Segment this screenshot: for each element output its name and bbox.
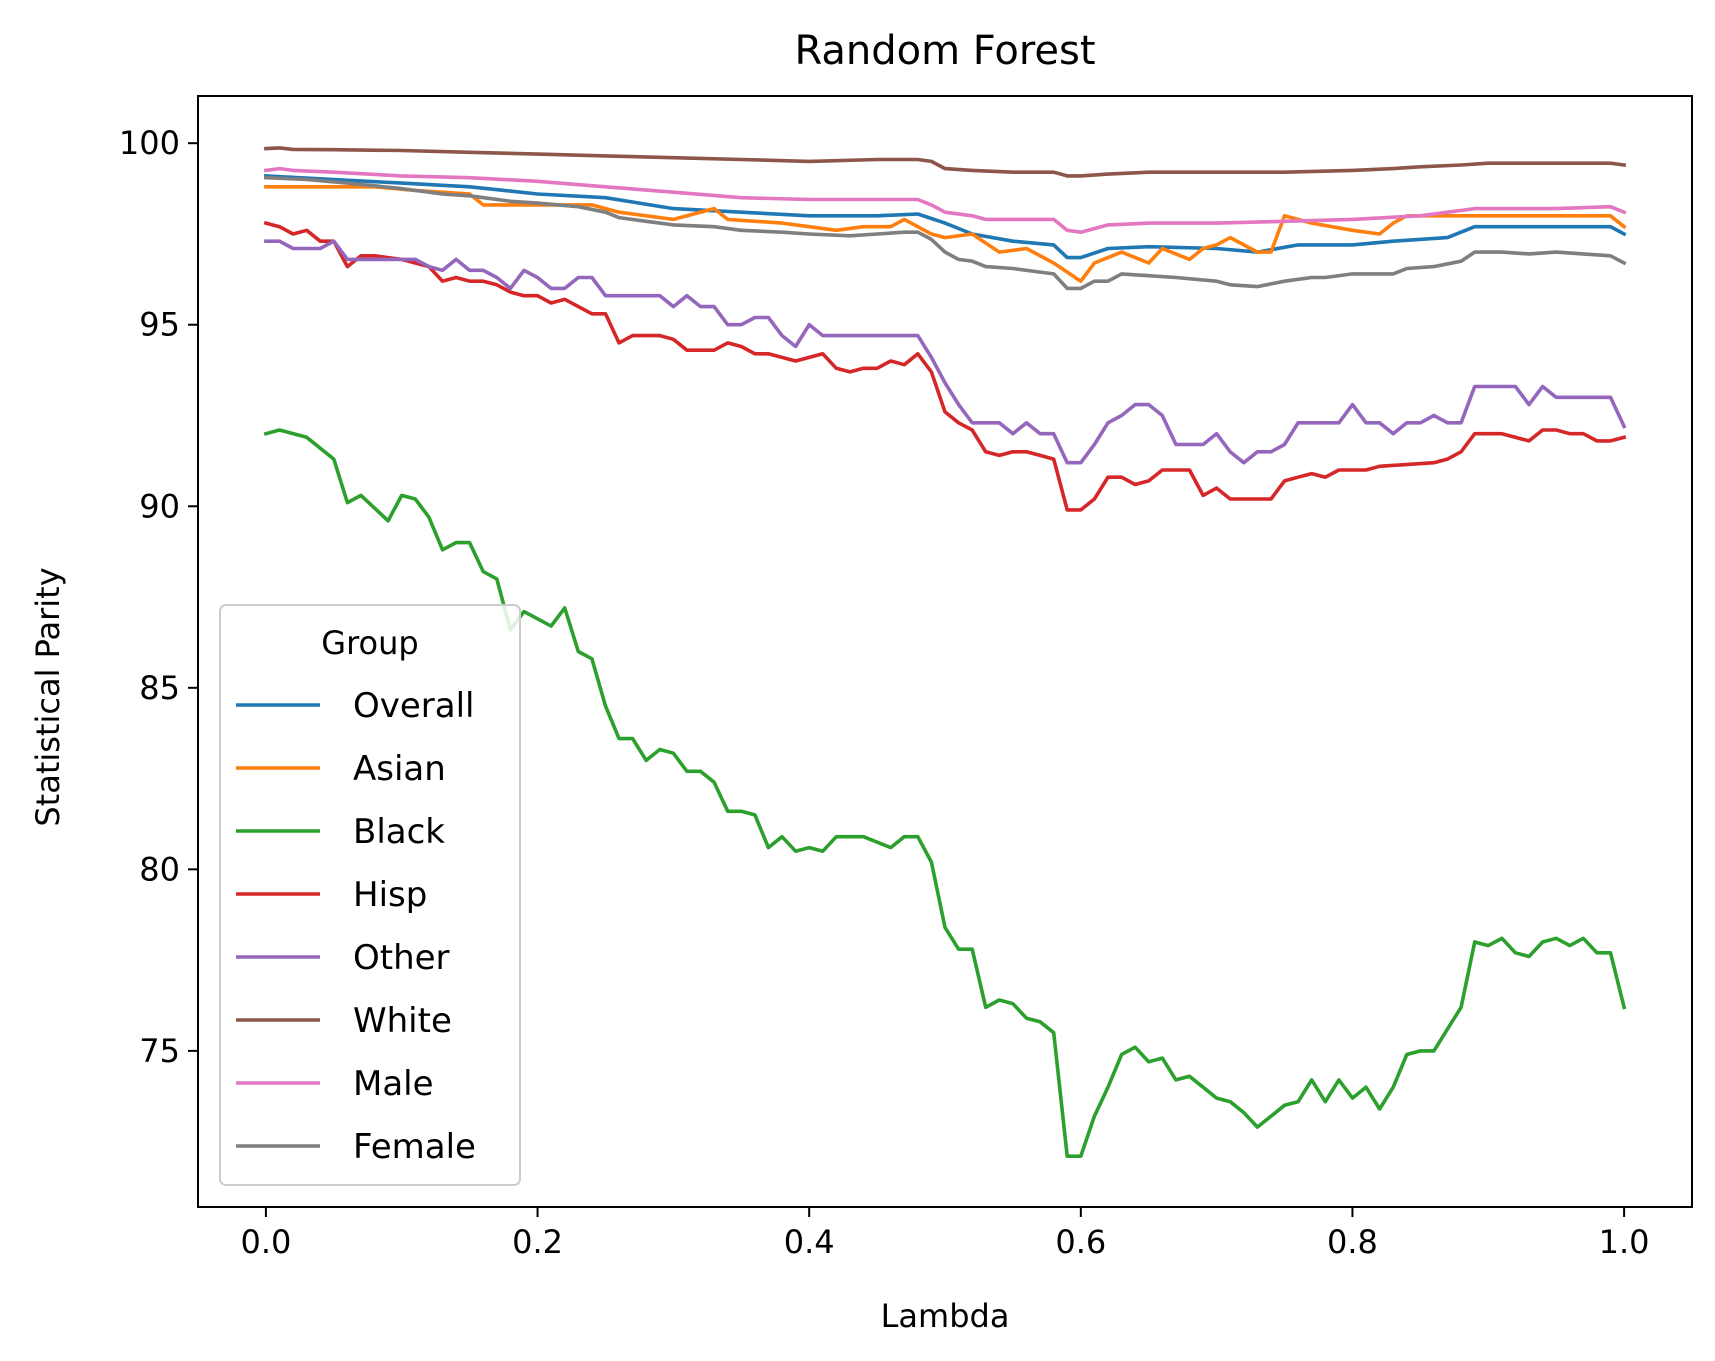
legend-item-male: Male [236, 1064, 434, 1104]
y-tick-label: 100 [119, 124, 180, 162]
x-tick-label: 0.2 [512, 1223, 563, 1261]
legend-items: Overall Asian Black Hisp Other White Male Femal… [236, 686, 476, 1167]
legend-label: Female [353, 1127, 476, 1167]
y-axis-ticks: 75 80 85 90 95 100 [119, 124, 198, 1070]
series-line-male [263, 166, 1627, 234]
legend-item-hisp: Hisp [236, 875, 427, 915]
legend-label: White [353, 1001, 452, 1041]
legend-label: Overall [353, 686, 475, 726]
legend-box [219, 604, 521, 1186]
legend-label: Hisp [353, 875, 427, 915]
series-line-overall [264, 174, 1627, 260]
y-tick-label: 80 [139, 850, 180, 888]
x-tick-label: 0.4 [784, 1223, 835, 1261]
legend-item-white: White [236, 1001, 452, 1041]
x-tick-label: 1.0 [1599, 1223, 1650, 1261]
x-axis-ticks: 0.0 0.2 0.4 0.6 0.8 1.0 [240, 1207, 1650, 1261]
legend-title: Group [321, 624, 418, 662]
series-line-female [264, 175, 1627, 291]
y-tick-label: 90 [139, 487, 180, 525]
series-line-hisp [263, 220, 1627, 512]
y-tick-label: 95 [139, 306, 180, 344]
y-axis-label: Statistical Parity [29, 567, 67, 826]
legend-label: Black [353, 812, 445, 852]
legend-item-overall: Overall [236, 686, 475, 726]
legend-label: Asian [353, 749, 446, 789]
series-line-white [264, 146, 1627, 178]
legend-item-female: Female [236, 1127, 476, 1167]
series-line-asian [264, 185, 1627, 283]
x-tick-label: 0.0 [240, 1223, 291, 1261]
x-tick-label: 0.6 [1055, 1223, 1106, 1261]
y-tick-label: 85 [139, 669, 180, 707]
legend-item-asian: Asian [236, 749, 446, 789]
chart-title: Random Forest [794, 28, 1095, 74]
legend-item-black: Black [236, 812, 445, 852]
legend: Group Overall Asian Black Hisp Other White Mal… [219, 604, 521, 1186]
series-line-other [264, 239, 1627, 465]
legend-label: Other [353, 938, 450, 978]
y-tick-label: 75 [139, 1032, 180, 1070]
plot-frame [197, 95, 1693, 1208]
legend-label: Male [353, 1064, 434, 1104]
legend-item-other: Other [236, 938, 450, 978]
x-axis-label: Lambda [881, 1297, 1010, 1335]
x-tick-label: 0.8 [1327, 1223, 1378, 1261]
